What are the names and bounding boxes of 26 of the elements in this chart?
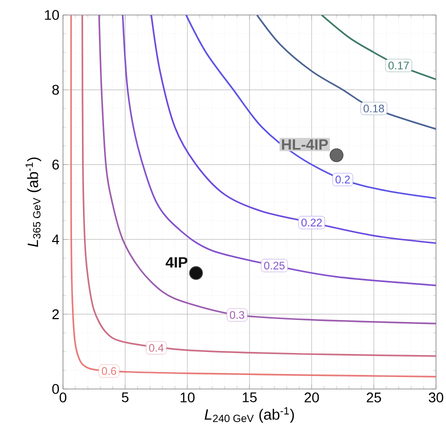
x-tick-label: 0 xyxy=(60,392,66,402)
line-series xyxy=(320,14,436,80)
line-series xyxy=(256,14,436,130)
y-tick-label: 4 xyxy=(52,234,60,244)
line-series xyxy=(122,14,436,286)
annotation: 0.4 xyxy=(149,344,164,352)
point xyxy=(330,148,344,162)
line-series xyxy=(150,14,436,244)
y-tick-label: 6 xyxy=(52,160,59,170)
y-tick-label: 2 xyxy=(52,309,59,320)
series-label: 4IP xyxy=(166,257,188,268)
x-tick-label: 5 xyxy=(122,392,128,402)
y-axis-title: L$_{365 GeV}$ (ab$^{-1}$) xyxy=(26,158,42,247)
x-tick-label: 20 xyxy=(304,392,319,402)
annotation: 0.6 xyxy=(102,367,116,375)
x-tick-label: 10 xyxy=(180,392,195,402)
x-tick-label: 15 xyxy=(242,392,257,402)
y-tick-label: 0 xyxy=(52,384,59,394)
x-tick-label: 30 xyxy=(428,392,444,402)
y-tick-label: 10 xyxy=(45,10,59,20)
point xyxy=(189,266,203,280)
x-tick-label: 25 xyxy=(366,392,382,402)
series-label: HL-4IP xyxy=(282,139,328,150)
x-axis-title: L$_{240 GeV}$ (ab$^{-1}$) xyxy=(204,407,294,423)
y-tick-label: 8 xyxy=(52,84,59,95)
line-series xyxy=(185,14,436,200)
